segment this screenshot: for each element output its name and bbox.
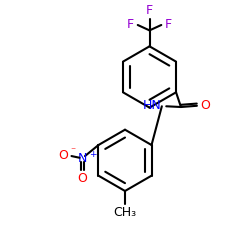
Text: CH₃: CH₃ (114, 206, 136, 220)
Text: +: + (89, 150, 96, 159)
Text: F: F (165, 18, 172, 31)
Text: O: O (200, 99, 210, 112)
Text: N: N (78, 152, 87, 165)
Text: ⁻: ⁻ (70, 147, 76, 157)
Text: HN: HN (143, 99, 162, 112)
Text: O: O (58, 149, 68, 162)
Text: F: F (127, 18, 134, 31)
Text: F: F (146, 4, 153, 18)
Text: O: O (78, 172, 88, 185)
